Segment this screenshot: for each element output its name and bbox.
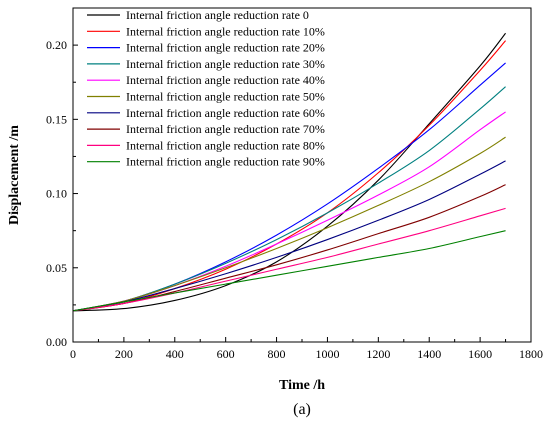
x-tick-label: 200 <box>115 347 133 361</box>
x-tick-label: 400 <box>166 347 184 361</box>
legend-label-6: Internal friction angle reduction rate 6… <box>126 106 325 120</box>
x-tick-label: 1600 <box>468 347 492 361</box>
legend: Internal friction angle reduction rate 0… <box>87 8 325 169</box>
x-axis: 0 200 400 600 800 1000 1200 1400 1600 1800 <box>70 337 543 361</box>
series-line-1 <box>72 40 506 312</box>
x-tick-label: 1800 <box>519 347 543 361</box>
legend-label-1: Internal friction angle reduction rate 1… <box>126 24 325 38</box>
y-tick-label: 0.15 <box>46 112 67 126</box>
legend-label-5: Internal friction angle reduction rate 5… <box>126 90 325 104</box>
legend-label-9: Internal friction angle reduction rate 9… <box>126 155 325 169</box>
series-line-5 <box>72 136 506 312</box>
x-tick-label: 1000 <box>315 347 339 361</box>
y-tick-label: 0.20 <box>46 38 67 52</box>
x-tick-label: 0 <box>70 347 76 361</box>
legend-label-2: Internal friction angle reduction rate 2… <box>126 41 325 55</box>
series-line-7 <box>72 184 506 312</box>
legend-label-7: Internal friction angle reduction rate 7… <box>126 122 325 136</box>
series-lines <box>72 32 506 312</box>
x-tick-label: 1200 <box>366 347 390 361</box>
x-tick-label: 1400 <box>417 347 441 361</box>
series-line-8 <box>72 207 506 312</box>
x-axis-title: Time /h <box>279 378 325 393</box>
series-line-0 <box>72 32 506 312</box>
series-line-6 <box>72 160 506 312</box>
y-tick-label: 0.10 <box>46 187 67 201</box>
series-line-9 <box>72 230 506 312</box>
legend-label-0: Internal friction angle reduction rate 0 <box>126 8 309 22</box>
y-axis-title: Displacement /m <box>7 125 22 225</box>
legend-label-4: Internal friction angle reduction rate 4… <box>126 73 325 87</box>
figure-caption: (a) <box>293 401 311 418</box>
x-tick-label: 800 <box>268 347 286 361</box>
legend-label-8: Internal friction angle reduction rate 8… <box>126 138 325 152</box>
legend-label-3: Internal friction angle reduction rate 3… <box>126 57 325 71</box>
y-tick-label: 0.00 <box>46 335 67 349</box>
y-tick-label: 0.05 <box>46 261 67 275</box>
y-axis: 0.00 0.05 0.10 0.15 0.20 <box>46 7 78 349</box>
x-tick-label: 600 <box>217 347 235 361</box>
